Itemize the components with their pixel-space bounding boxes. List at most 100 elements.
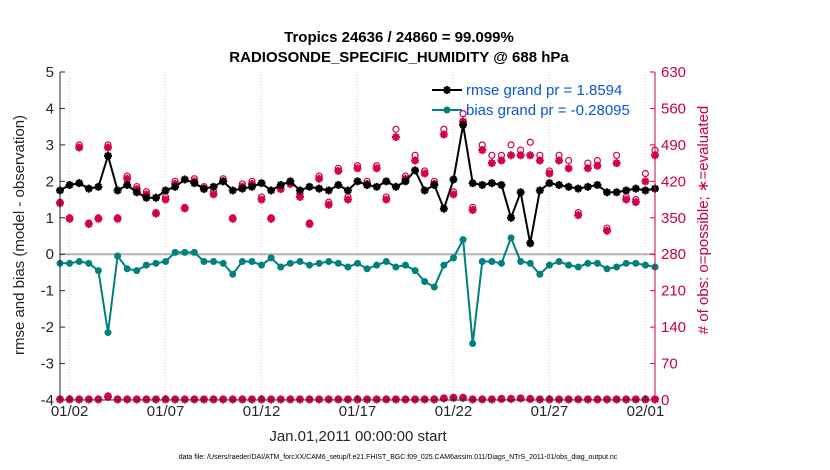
bias-point-5 bbox=[104, 329, 112, 337]
evaluated_low-point-39 bbox=[430, 395, 439, 404]
evaluated_low-point-33 bbox=[372, 395, 381, 404]
bias-point-28 bbox=[325, 258, 333, 266]
evaluated_low-point-15 bbox=[199, 395, 208, 404]
bias-point-47 bbox=[507, 234, 515, 242]
bias-point-50 bbox=[536, 270, 544, 278]
evaluated_low-point-56 bbox=[593, 395, 602, 404]
bias-point-42 bbox=[459, 236, 467, 244]
evaluated-point-10 bbox=[151, 209, 160, 218]
evaluated-point-48 bbox=[516, 151, 525, 160]
bias-point-22 bbox=[267, 254, 275, 262]
bias-point-40 bbox=[440, 261, 448, 269]
rmse-point-41 bbox=[449, 175, 458, 184]
bias-point-49 bbox=[526, 259, 534, 267]
bias-point-16 bbox=[210, 258, 218, 266]
evaluated_low-point-40 bbox=[439, 394, 448, 403]
rmse-point-22 bbox=[267, 186, 276, 195]
rmse-point-51 bbox=[545, 179, 554, 188]
y-tick-left-label-9: 5 bbox=[46, 64, 54, 81]
evaluated-point-18 bbox=[228, 214, 237, 223]
rmse-point-1 bbox=[65, 180, 74, 189]
evaluated_low-point-49 bbox=[526, 394, 535, 403]
rmse-point-24 bbox=[286, 177, 295, 186]
bias-point-7 bbox=[123, 265, 131, 273]
rmse-point-14 bbox=[190, 179, 199, 188]
evaluated-point-58 bbox=[612, 159, 621, 168]
rmse-point-4 bbox=[94, 182, 103, 191]
rmse-point-39 bbox=[430, 180, 439, 189]
evaluated_low-point-8 bbox=[132, 395, 141, 404]
rmse-point-13 bbox=[180, 175, 189, 184]
evaluated_low-point-4 bbox=[94, 395, 103, 404]
bias-point-20 bbox=[248, 258, 256, 266]
evaluated_low-point-3 bbox=[84, 395, 93, 404]
evaluated_low-point-45 bbox=[487, 395, 496, 404]
evaluated_low-point-54 bbox=[574, 395, 583, 404]
evaluated-point-47 bbox=[507, 151, 516, 160]
rmse-point-30 bbox=[343, 186, 352, 195]
bias-point-61 bbox=[641, 261, 649, 269]
evaluated_low-point-36 bbox=[401, 395, 410, 404]
rmse-point-6 bbox=[113, 186, 122, 195]
bias-point-54 bbox=[574, 263, 582, 271]
rmse-point-52 bbox=[555, 180, 564, 189]
possible-point-45 bbox=[488, 151, 496, 159]
y-tick-left-label-3: -1 bbox=[41, 283, 54, 300]
evaluated-point-40 bbox=[439, 130, 448, 139]
evaluated_low-point-25 bbox=[295, 395, 304, 404]
x-axis-label: Jan.01,2011 00:00:00 start bbox=[269, 428, 447, 445]
data-file-footer: data file: /Users/raeder/DAI/ATM_forcXX/… bbox=[179, 454, 618, 461]
evaluated-point-28 bbox=[324, 200, 333, 209]
rmse-point-28 bbox=[324, 186, 333, 195]
evaluated-point-51 bbox=[545, 169, 554, 178]
evaluated_low-point-48 bbox=[516, 394, 525, 403]
evaluated_low-point-9 bbox=[142, 395, 151, 404]
evaluated-point-52 bbox=[555, 156, 564, 165]
evaluated_low-point-57 bbox=[603, 395, 612, 404]
evaluated_low-point-19 bbox=[238, 395, 247, 404]
bias-point-2 bbox=[75, 258, 83, 266]
rmse-point-26 bbox=[305, 182, 314, 191]
evaluated-point-4 bbox=[94, 214, 103, 223]
rmse-point-46 bbox=[497, 180, 506, 189]
bias-point-21 bbox=[258, 261, 266, 269]
possible-point-47 bbox=[507, 141, 515, 149]
rmse-point-35 bbox=[391, 182, 400, 191]
evaluated-point-21 bbox=[257, 195, 266, 204]
rmse-point-10 bbox=[151, 193, 160, 202]
rmse-point-9 bbox=[142, 193, 151, 202]
evaluated_low-point-17 bbox=[219, 395, 228, 404]
y-tick-right-label-9: 630 bbox=[661, 64, 686, 81]
legend-label-bias: bias grand pr = -0.28095 bbox=[466, 102, 630, 119]
x-tick-label-4: 01/22 bbox=[435, 403, 473, 420]
bias-point-15 bbox=[200, 258, 208, 266]
bias-point-24 bbox=[286, 259, 294, 267]
bias-point-30 bbox=[344, 263, 352, 271]
evaluated-point-22 bbox=[267, 214, 276, 223]
bias-point-23 bbox=[277, 263, 285, 271]
bias-point-14 bbox=[190, 248, 198, 256]
rmse-point-61 bbox=[641, 186, 650, 195]
y-tick-left-label-7: 3 bbox=[46, 137, 54, 154]
evaluated-point-38 bbox=[420, 169, 429, 178]
y-tick-left-label-6: 2 bbox=[46, 173, 54, 190]
bias-point-32 bbox=[363, 265, 371, 273]
evaluated_low-point-13 bbox=[180, 395, 189, 404]
rmse-point-33 bbox=[372, 182, 381, 191]
bias-point-38 bbox=[421, 278, 429, 286]
evaluated_low-point-24 bbox=[286, 395, 295, 404]
rmse-point-36 bbox=[401, 177, 410, 186]
rmse-point-55 bbox=[583, 182, 592, 191]
bias-point-37 bbox=[411, 267, 419, 275]
bias-point-59 bbox=[622, 259, 630, 267]
bias-point-27 bbox=[315, 259, 323, 267]
bias-point-48 bbox=[517, 258, 525, 266]
evaluated_low-point-32 bbox=[363, 395, 372, 404]
rmse-point-27 bbox=[315, 184, 324, 193]
bias-point-3 bbox=[85, 259, 93, 267]
x-tick-label-5: 01/27 bbox=[531, 403, 569, 420]
y-tick-right-label-2: 140 bbox=[661, 319, 686, 336]
evaluated-point-30 bbox=[343, 195, 352, 204]
x-tick-label-3: 01/17 bbox=[339, 403, 377, 420]
possible-point-35 bbox=[392, 125, 400, 133]
